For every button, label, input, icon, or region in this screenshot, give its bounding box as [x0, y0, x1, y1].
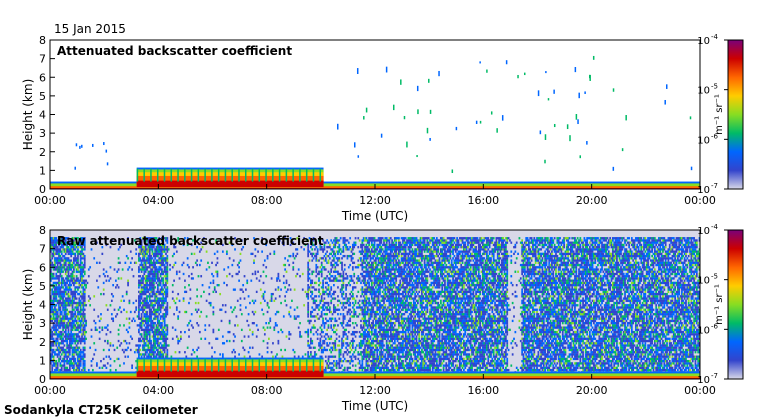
x-tick-label: 00:00	[684, 384, 716, 397]
colorbar-tick-exponent: -6	[711, 322, 719, 330]
y-tick-label: 1	[39, 164, 46, 177]
colorbar-unit: m⁻¹ sr⁻¹	[714, 94, 725, 135]
colorbar-tick-exponent: -7	[711, 372, 718, 380]
panel-title: Attenuated backscatter coefficient	[57, 44, 292, 58]
y-tick-label: 2	[39, 336, 46, 349]
x-tick-label: 08:00	[251, 194, 283, 207]
y-tick-label: 6	[39, 261, 46, 274]
y-tick-label: 5	[39, 280, 46, 293]
x-axis-label: Time (UTC)	[341, 209, 408, 223]
colorbar-bottom: 10-410-510-610 -7m⁻¹ sr⁻¹	[697, 223, 744, 386]
y-axis-label: Height (km)	[21, 79, 35, 150]
x-tick-label: 16:00	[467, 194, 499, 207]
x-tick-label: 20:00	[576, 194, 608, 207]
x-tick-label: 04:00	[142, 384, 174, 397]
colorbar-tick-exponent: -5	[711, 273, 718, 281]
x-tick-label: 00:00	[34, 384, 66, 397]
y-tick-label: 8	[39, 34, 46, 47]
x-tick-label: 12:00	[359, 384, 391, 397]
colorbar-gradient	[727, 39, 744, 190]
colorbar-tick-label: 10	[697, 36, 710, 47]
y-tick-label: 2	[39, 146, 46, 159]
x-axis-label: Time (UTC)	[341, 399, 408, 413]
y-tick-label: 1	[39, 354, 46, 367]
colorbar-tick-label: 10	[697, 86, 710, 97]
colorbar-tick-label: 10	[697, 276, 710, 287]
colorbar-tick-label: 10	[697, 185, 710, 196]
colorbar-tick-label: 10	[697, 375, 710, 386]
colorbar-tick-label: 10	[697, 325, 710, 336]
plot-area	[50, 40, 700, 189]
y-tick-label: 7	[39, 53, 46, 66]
x-tick-label: 16:00	[467, 384, 499, 397]
y-tick-label: 4	[39, 299, 46, 312]
instrument-footer: Sodankyla CT25K ceilometer	[4, 403, 198, 417]
y-tick-label: 3	[39, 127, 46, 140]
panel-raw-backscatter: 00:00 04:00 08:00 12:00 16:00 20:00 00:0001234…	[21, 224, 716, 413]
x-tick-label: 08:00	[251, 384, 283, 397]
colorbar-tick-exponent: -4	[711, 223, 719, 231]
date-label: 15 Jan 2015	[54, 22, 126, 36]
colorbar-tick-exponent: -5	[711, 83, 718, 91]
colorbar-tick-exponent: -7	[711, 182, 718, 190]
x-tick-label: 00:00	[684, 194, 716, 207]
colorbar-tick-exponent: -6	[711, 132, 719, 140]
y-axis-label: Height (km)	[21, 269, 35, 340]
x-tick-label: 20:00	[576, 384, 608, 397]
colorbar-unit: m⁻¹ sr⁻¹	[714, 284, 725, 325]
colorbar-tick-label: 10	[697, 135, 710, 146]
x-tick-label: 12:00	[359, 194, 391, 207]
y-tick-label: 0	[39, 183, 46, 196]
panel-attenuated-backscatter: 00:00 04:00 08:00 12:00 16:00 20:00 00:0001234…	[21, 34, 716, 223]
y-tick-label: 5	[39, 90, 46, 103]
colorbar-tick-label: 10	[697, 226, 710, 237]
y-tick-label: 3	[39, 317, 46, 330]
colorbar-gradient	[727, 229, 744, 380]
y-tick-label: 8	[39, 224, 46, 237]
y-tick-label: 6	[39, 71, 46, 84]
y-tick-label: 4	[39, 109, 46, 122]
panel-title: Raw attenuated backscatter coefficient	[57, 234, 324, 248]
y-tick-label: 7	[39, 243, 46, 256]
colorbar-top: 10-410-510-610 -7m⁻¹ sr⁻¹	[697, 33, 744, 196]
colorbar-tick-exponent: -4	[711, 33, 719, 41]
heatmap-cells	[50, 237, 701, 379]
x-tick-label: 04:00	[142, 194, 174, 207]
x-tick-label: 00:00	[34, 194, 66, 207]
y-tick-label: 0	[39, 373, 46, 386]
